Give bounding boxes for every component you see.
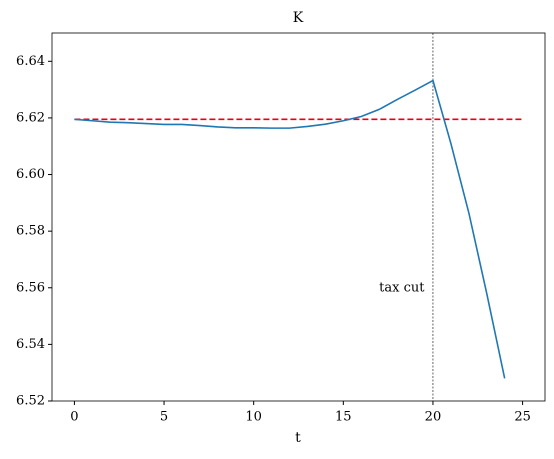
x-axis-label: t <box>295 430 301 446</box>
x-tick-label: 15 <box>335 410 352 425</box>
y-tick-label: 6.62 <box>16 110 45 125</box>
plot-frame <box>51 32 546 402</box>
y-tick-label: 6.58 <box>16 224 45 239</box>
line-series <box>74 79 506 379</box>
annotation: tax cut <box>379 280 425 295</box>
y-tick-label: 6.64 <box>16 54 45 69</box>
x-tick-label: 20 <box>425 410 442 425</box>
y-tick-label: 6.54 <box>16 337 45 352</box>
x-tick-label: 10 <box>245 410 262 425</box>
x-tick-label: 5 <box>160 410 168 425</box>
y-tick-label: 6.56 <box>16 280 45 295</box>
x-tick-label: 25 <box>514 410 531 425</box>
y-tick-label: 6.52 <box>16 394 45 409</box>
x-tick-label: 0 <box>70 410 78 425</box>
y-tick-label: 6.60 <box>16 167 45 182</box>
chart-title: K <box>293 10 304 26</box>
